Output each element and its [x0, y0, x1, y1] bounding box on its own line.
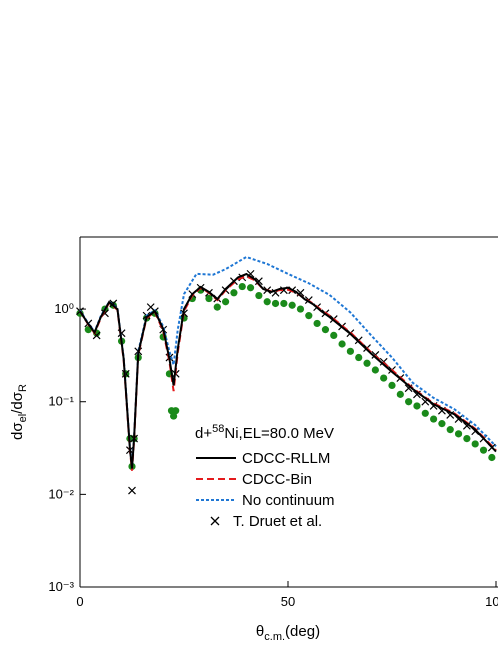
- legend-label: T. Druet et al.: [233, 513, 322, 530]
- data-dot: [380, 374, 388, 382]
- data-dot: [238, 282, 246, 291]
- data-dot: [446, 426, 454, 434]
- y-axis-label: dσel/dσR: [9, 384, 29, 440]
- y-tick-label: 10⁻¹: [48, 394, 74, 409]
- annotation: d+58Ni,EL=80.0 MeV: [195, 423, 334, 442]
- x-tick-label: 0: [76, 594, 83, 609]
- data-dot: [255, 291, 263, 300]
- data-dot: [338, 340, 346, 348]
- data-dot: [413, 402, 421, 410]
- data-cross: [128, 486, 136, 495]
- data-dot: [263, 298, 271, 306]
- x-axis-label: θc.m.(deg): [256, 623, 320, 643]
- y-tick-label: 10⁻²: [48, 486, 74, 501]
- data-dot: [405, 398, 413, 406]
- data-dot: [479, 446, 488, 454]
- data-dot: [430, 415, 438, 423]
- legend-label: CDCC-Bin: [242, 471, 312, 488]
- legend-label: CDCC-RLLM: [242, 450, 330, 467]
- data-dot: [313, 319, 321, 328]
- data-dot: [288, 301, 296, 309]
- data-dot: [330, 331, 338, 339]
- data-dot: [371, 366, 379, 374]
- legend-label: No continuum: [242, 492, 335, 509]
- data-dot: [305, 312, 313, 320]
- data-dot: [205, 294, 213, 303]
- data-dot: [222, 298, 230, 306]
- data-dot: [488, 453, 496, 462]
- data-dot: [321, 326, 330, 334]
- series-line: [79, 272, 497, 469]
- data-dot: [463, 434, 471, 443]
- data-dot: [213, 303, 221, 311]
- data-dot: [355, 353, 363, 362]
- data-dot: [346, 347, 354, 355]
- data-dot: [280, 299, 288, 308]
- data-dot: [454, 430, 463, 438]
- data-dot: [396, 390, 404, 398]
- x-tick-label: 50: [281, 594, 295, 609]
- data-dot: [363, 359, 371, 367]
- data-dot: [172, 407, 180, 415]
- data-dot: [230, 289, 238, 297]
- y-tick-label: 10⁰: [54, 301, 74, 316]
- data-dot: [388, 381, 396, 390]
- y-tick-label: 10⁻³: [48, 579, 74, 594]
- data-dot: [471, 440, 479, 448]
- data-cross: [462, 421, 471, 430]
- legend-swatch: [210, 516, 220, 526]
- series-line: [79, 255, 497, 467]
- data-dot: [271, 299, 280, 308]
- x-tick-label: 100: [485, 594, 498, 609]
- data-dot: [296, 305, 305, 313]
- data-dot: [438, 420, 446, 428]
- data-dot: [246, 284, 255, 292]
- data-dot: [421, 409, 429, 417]
